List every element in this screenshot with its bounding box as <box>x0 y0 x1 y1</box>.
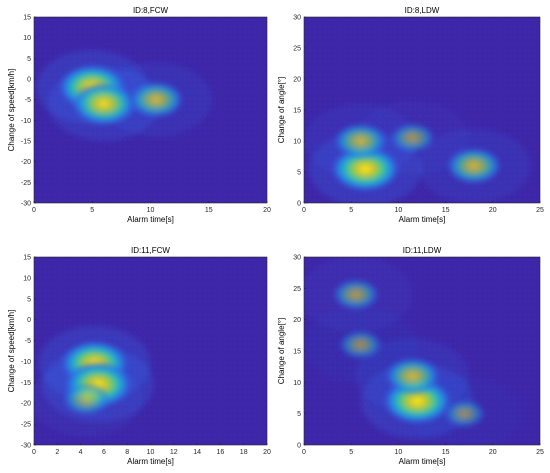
heatmap-hotspot <box>390 123 435 153</box>
y-tick-label: 15 <box>23 255 31 262</box>
chart-panel-2: 0 5 10 15 20 25 0 5 10 15 20 25 30 ID:8,LDW Alarm time… <box>277 6 544 224</box>
x-tick-label: 15 <box>205 207 213 214</box>
y-tick-label: -5 <box>25 97 31 104</box>
chart-title: ID:11,LDW <box>403 246 442 255</box>
y-tick-label: -15 <box>21 380 31 387</box>
x-tick-label: 0 <box>32 449 36 456</box>
heatmap-hotspot <box>334 123 387 159</box>
y-tick-label: 5 <box>297 411 301 418</box>
x-tick-label: 2 <box>55 449 59 456</box>
heatmap-hotspot <box>331 146 400 192</box>
x-tick-label: 20 <box>263 449 271 456</box>
y-tick-label: -25 <box>21 180 31 187</box>
chart-panel-1: 0 5 10 15 20 -30 -25 -20 -15 -10 -5 0 5 10 15 ID:8,FCW A… <box>7 6 271 224</box>
y-tick-label: 0 <box>297 443 301 450</box>
heatmap-hotspot <box>72 82 136 126</box>
x-tick-label: 5 <box>349 207 353 214</box>
x-tick-label: 5 <box>90 207 94 214</box>
y-tick-label: 15 <box>23 15 31 22</box>
y-axis-label: Change of angle[°] <box>277 77 286 143</box>
heatmap-hotspot <box>62 383 110 415</box>
x-tick-label: 0 <box>302 207 306 214</box>
x-tick-label: 18 <box>240 449 248 456</box>
y-tick-label: 10 <box>23 275 31 282</box>
y-tick-label: -10 <box>21 359 31 366</box>
heatmap-hotspot <box>446 147 502 184</box>
x-tick-label: 20 <box>489 207 497 214</box>
x-tick-label: 25 <box>536 449 544 456</box>
y-tick-label: 5 <box>27 56 31 63</box>
chart-title: ID:8,FCW <box>133 6 169 15</box>
x-tick-label: 0 <box>302 449 306 456</box>
heatmap-hotspot <box>385 358 440 395</box>
y-axis-label: Change of speed[km/h] <box>7 69 16 152</box>
x-axis-label: Alarm time[s] <box>127 457 174 466</box>
x-tick-label: 15 <box>442 449 450 456</box>
x-tick-label: 16 <box>217 449 225 456</box>
heatmap-hotspot <box>339 330 382 359</box>
x-tick-label: 10 <box>147 449 155 456</box>
x-tick-label: 6 <box>102 449 106 456</box>
x-tick-label: 10 <box>395 207 403 214</box>
y-tick-label: 20 <box>293 317 301 324</box>
y-tick-label: -30 <box>21 201 31 208</box>
x-tick-label: 15 <box>442 207 450 214</box>
y-axis-label: Change of speed[km/h] <box>7 310 16 393</box>
y-tick-label: -15 <box>21 139 31 146</box>
y-tick-label: 25 <box>293 46 301 53</box>
chart-title: ID:8,LDW <box>405 6 440 15</box>
x-tick-label: 20 <box>489 449 497 456</box>
x-tick-label: 4 <box>79 449 83 456</box>
y-tick-label: 15 <box>293 349 301 356</box>
x-tick-label: 10 <box>147 207 155 214</box>
y-tick-label: -25 <box>21 422 31 429</box>
y-tick-label: -10 <box>21 118 31 125</box>
y-tick-label: 0 <box>27 317 31 324</box>
x-tick-label: 14 <box>193 449 201 456</box>
heatmap-hotspot <box>332 279 379 310</box>
y-tick-label: 25 <box>293 286 301 293</box>
y-axis-label: Change of angle[°] <box>277 318 286 384</box>
x-tick-label: 8 <box>125 449 129 456</box>
y-tick-label: 15 <box>293 108 301 115</box>
heatmap-hotspot <box>129 81 184 118</box>
y-tick-label: 0 <box>297 201 301 208</box>
y-tick-label: -20 <box>21 159 31 166</box>
x-tick-label: 0 <box>32 207 36 214</box>
y-tick-label: 0 <box>27 77 31 84</box>
y-tick-label: 5 <box>297 170 301 177</box>
y-tick-label: 30 <box>293 15 301 22</box>
y-tick-label: 5 <box>27 296 31 303</box>
y-tick-label: -30 <box>21 443 31 450</box>
heatmap-hotspot <box>444 400 485 428</box>
x-axis-label: Alarm time[s] <box>399 457 446 466</box>
y-tick-label: 10 <box>293 139 301 146</box>
y-tick-label: 30 <box>293 255 301 262</box>
x-tick-label: 5 <box>349 449 353 456</box>
chart-title: ID:11,FCW <box>131 246 170 255</box>
x-axis-label: Alarm time[s] <box>399 215 446 224</box>
x-tick-label: 25 <box>536 207 544 214</box>
y-tick-label: 10 <box>293 380 301 387</box>
x-tick-label: 20 <box>263 207 271 214</box>
x-tick-label: 10 <box>395 449 403 456</box>
y-tick-label: 10 <box>23 35 31 42</box>
y-tick-label: 20 <box>293 77 301 84</box>
x-axis-label: Alarm time[s] <box>127 215 174 224</box>
x-tick-label: 12 <box>170 449 178 456</box>
chart-panel-3: 0 2 4 6 8 10 12 14 16 18 20 -30 -25 -20 -15 -10 -5 0 5 10 15… <box>7 246 271 466</box>
chart-panel-4: 0 5 10 15 20 25 0 5 10 15 20 25 30 ID:11,LDW Alarm tim… <box>277 246 544 466</box>
y-tick-label: -20 <box>21 401 31 408</box>
y-tick-label: -5 <box>25 338 31 345</box>
